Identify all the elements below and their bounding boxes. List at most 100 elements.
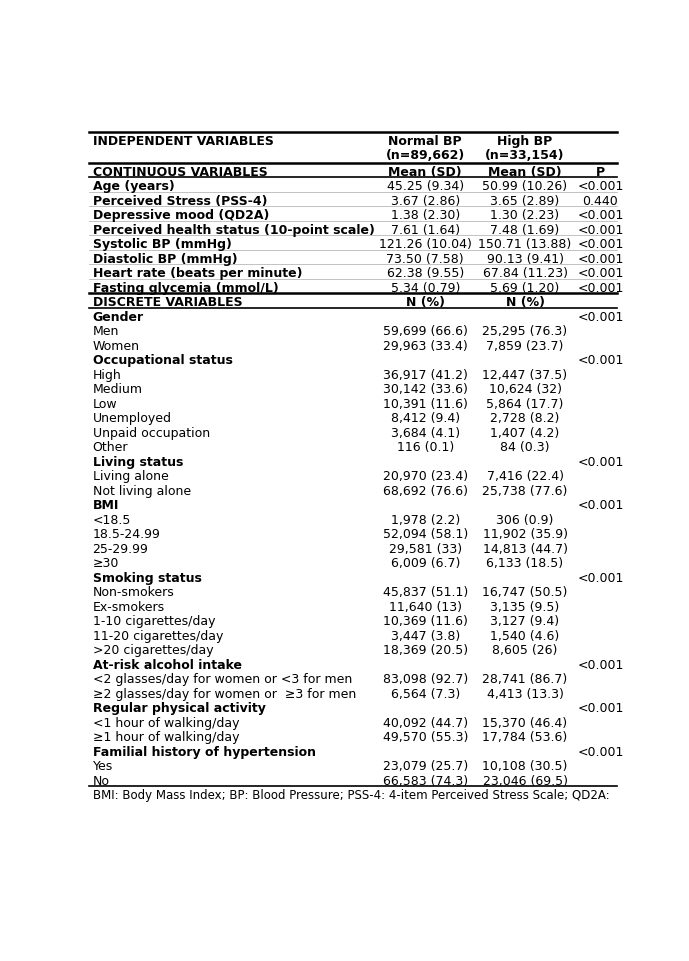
Text: <0.001: <0.001 <box>577 702 624 715</box>
Text: <0.001: <0.001 <box>577 658 624 672</box>
Text: 3,684 (4.1): 3,684 (4.1) <box>391 427 460 440</box>
Text: Living status: Living status <box>92 456 183 469</box>
Text: 1,978 (2.2): 1,978 (2.2) <box>391 514 460 527</box>
Text: <0.001: <0.001 <box>577 456 624 469</box>
Text: 45.25 (9.34): 45.25 (9.34) <box>387 180 464 193</box>
Text: 23,079 (25.7): 23,079 (25.7) <box>382 760 468 774</box>
Text: <0.001: <0.001 <box>577 267 624 281</box>
Text: 11,902 (35.9): 11,902 (35.9) <box>482 529 568 541</box>
Text: <0.001: <0.001 <box>577 253 624 265</box>
Text: 14,813 (44.7): 14,813 (44.7) <box>482 543 568 555</box>
Text: 49,570 (55.3): 49,570 (55.3) <box>382 731 468 744</box>
Text: 73.50 (7.58): 73.50 (7.58) <box>387 253 464 265</box>
Text: No: No <box>92 775 110 788</box>
Text: 90.13 (9.41): 90.13 (9.41) <box>486 253 564 265</box>
Text: 1.38 (2.30): 1.38 (2.30) <box>391 209 460 222</box>
Text: 20,970 (23.4): 20,970 (23.4) <box>382 470 468 483</box>
Text: 29,963 (33.4): 29,963 (33.4) <box>383 339 468 353</box>
Text: 1-10 cigarettes/day: 1-10 cigarettes/day <box>92 615 215 628</box>
Text: Mean (SD): Mean (SD) <box>489 165 562 179</box>
Text: <0.001: <0.001 <box>577 282 624 295</box>
Text: Low: Low <box>92 398 117 410</box>
Text: Unemployed: Unemployed <box>92 412 172 425</box>
Text: Regular physical activity: Regular physical activity <box>92 702 265 715</box>
Text: 40,092 (44.7): 40,092 (44.7) <box>382 717 468 729</box>
Text: 5,864 (17.7): 5,864 (17.7) <box>486 398 564 410</box>
Text: 83,098 (92.7): 83,098 (92.7) <box>382 674 468 686</box>
Text: 3,447 (3.8): 3,447 (3.8) <box>391 629 460 643</box>
Text: 4,413 (13.3): 4,413 (13.3) <box>486 688 564 701</box>
Text: 5.34 (0.79): 5.34 (0.79) <box>391 282 460 295</box>
Text: 18,369 (20.5): 18,369 (20.5) <box>382 644 468 657</box>
Text: 150.71 (13.88): 150.71 (13.88) <box>478 238 572 251</box>
Text: 25,295 (76.3): 25,295 (76.3) <box>482 325 568 338</box>
Text: 15,370 (46.4): 15,370 (46.4) <box>482 717 568 729</box>
Text: Living alone: Living alone <box>92 470 168 483</box>
Text: <0.001: <0.001 <box>577 180 624 193</box>
Text: <0.001: <0.001 <box>577 572 624 584</box>
Text: High BP: High BP <box>497 135 553 148</box>
Text: 1,540 (4.6): 1,540 (4.6) <box>491 629 559 643</box>
Text: Age (years): Age (years) <box>92 180 174 193</box>
Text: 84 (0.3): 84 (0.3) <box>500 441 550 455</box>
Text: Depressive mood (QD2A): Depressive mood (QD2A) <box>92 209 269 222</box>
Text: Men: Men <box>92 325 119 338</box>
Text: 16,747 (50.5): 16,747 (50.5) <box>482 586 568 600</box>
Text: <0.001: <0.001 <box>577 224 624 236</box>
Text: <18.5: <18.5 <box>92 514 131 527</box>
Text: ≥1 hour of walking/day: ≥1 hour of walking/day <box>92 731 239 744</box>
Text: <0.001: <0.001 <box>577 238 624 251</box>
Text: Smoking status: Smoking status <box>92 572 201 584</box>
Text: 11-20 cigarettes/day: 11-20 cigarettes/day <box>92 629 223 643</box>
Text: Fasting glycemia (mmol/L): Fasting glycemia (mmol/L) <box>92 282 278 295</box>
Text: 10,108 (30.5): 10,108 (30.5) <box>482 760 568 774</box>
Text: 45,837 (51.1): 45,837 (51.1) <box>382 586 468 600</box>
Text: 25-29.99: 25-29.99 <box>92 543 148 555</box>
Text: Mean (SD): Mean (SD) <box>389 165 462 179</box>
Text: <0.001: <0.001 <box>577 310 624 324</box>
Text: 1,407 (4.2): 1,407 (4.2) <box>491 427 559 440</box>
Text: 50.99 (10.26): 50.99 (10.26) <box>482 180 568 193</box>
Text: 3,135 (9.5): 3,135 (9.5) <box>491 601 559 614</box>
Text: 10,369 (11.6): 10,369 (11.6) <box>383 615 468 628</box>
Text: 17,784 (53.6): 17,784 (53.6) <box>482 731 568 744</box>
Text: CONTINUOUS VARIABLES: CONTINUOUS VARIABLES <box>92 165 267 179</box>
Text: Medium: Medium <box>92 383 143 396</box>
Text: ≥30: ≥30 <box>92 557 119 570</box>
Text: 52,094 (58.1): 52,094 (58.1) <box>382 529 468 541</box>
Text: N (%): N (%) <box>506 296 544 309</box>
Text: 59,699 (66.6): 59,699 (66.6) <box>383 325 468 338</box>
Text: 11,640 (13): 11,640 (13) <box>389 601 462 614</box>
Text: 66,583 (74.3): 66,583 (74.3) <box>382 775 468 788</box>
Text: Other: Other <box>92 441 128 455</box>
Text: 6,564 (7.3): 6,564 (7.3) <box>391 688 460 701</box>
Text: 18.5-24.99: 18.5-24.99 <box>92 529 161 541</box>
Text: High: High <box>92 369 121 382</box>
Text: 10,391 (11.6): 10,391 (11.6) <box>383 398 468 410</box>
Text: Unpaid occupation: Unpaid occupation <box>92 427 209 440</box>
Text: 10,624 (32): 10,624 (32) <box>489 383 562 396</box>
Text: 3.65 (2.89): 3.65 (2.89) <box>491 195 559 208</box>
Text: Normal BP: Normal BP <box>389 135 462 148</box>
Text: INDEPENDENT VARIABLES: INDEPENDENT VARIABLES <box>92 135 274 148</box>
Text: 121.26 (10.04): 121.26 (10.04) <box>379 238 472 251</box>
Text: 3,127 (9.4): 3,127 (9.4) <box>491 615 559 628</box>
Text: 5.69 (1.20): 5.69 (1.20) <box>491 282 559 295</box>
Text: Non-smokers: Non-smokers <box>92 586 174 600</box>
Text: 7.48 (1.69): 7.48 (1.69) <box>491 224 559 236</box>
Text: Ex-smokers: Ex-smokers <box>92 601 165 614</box>
Text: P: P <box>596 165 605 179</box>
Text: 7,416 (22.4): 7,416 (22.4) <box>486 470 564 483</box>
Text: (n=33,154): (n=33,154) <box>485 149 565 162</box>
Text: 7.61 (1.64): 7.61 (1.64) <box>391 224 460 236</box>
Text: >20 cigarettes/day: >20 cigarettes/day <box>92 644 213 657</box>
Text: At-risk alcohol intake: At-risk alcohol intake <box>92 658 242 672</box>
Text: 8,605 (26): 8,605 (26) <box>493 644 557 657</box>
Text: 8,412 (9.4): 8,412 (9.4) <box>391 412 460 425</box>
Text: 68,692 (76.6): 68,692 (76.6) <box>382 484 468 498</box>
Text: BMI: Body Mass Index; BP: Blood Pressure; PSS-4: 4-item Perceived Stress Scale; : BMI: Body Mass Index; BP: Blood Pressure… <box>92 789 609 802</box>
Text: 25,738 (77.6): 25,738 (77.6) <box>482 484 568 498</box>
Text: <1 hour of walking/day: <1 hour of walking/day <box>92 717 239 729</box>
Text: 2,728 (8.2): 2,728 (8.2) <box>491 412 559 425</box>
Text: 67.84 (11.23): 67.84 (11.23) <box>482 267 568 281</box>
